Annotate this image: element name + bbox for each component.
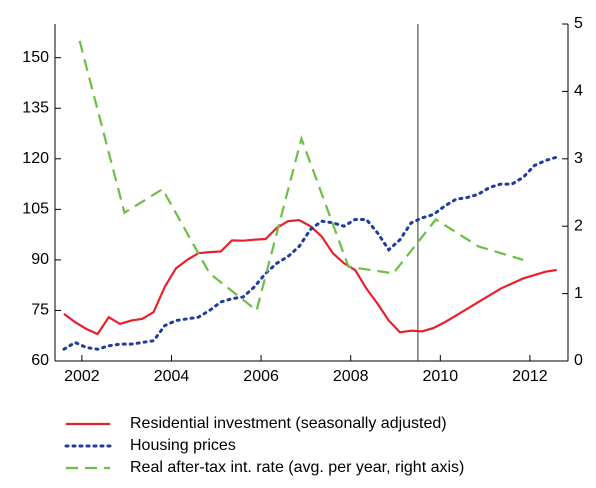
y2-tick-label: 2 bbox=[574, 217, 583, 234]
legend-label: Residential investment (seasonally adjus… bbox=[130, 415, 447, 432]
y2-tick-label: 4 bbox=[574, 83, 583, 100]
y-tick-label: 90 bbox=[31, 251, 49, 268]
x-tick-label: 2012 bbox=[512, 368, 548, 385]
legend-label: Housing prices bbox=[130, 437, 236, 454]
y-tick-label: 60 bbox=[31, 352, 49, 369]
y2-tick-label: 1 bbox=[574, 285, 583, 302]
x-tick-label: 2006 bbox=[243, 368, 279, 385]
x-tick-label: 2002 bbox=[64, 368, 100, 385]
y-tick-label: 150 bbox=[22, 49, 49, 66]
series-line bbox=[78, 40, 524, 313]
y-tick-label: 120 bbox=[22, 150, 49, 167]
series-line bbox=[63, 219, 557, 336]
y2-tick-label: 0 bbox=[574, 352, 583, 369]
x-tick-label: 2010 bbox=[423, 368, 459, 385]
y2-tick-label: 3 bbox=[574, 150, 583, 167]
series-line bbox=[62, 155, 559, 351]
legend-label: Real after-tax int. rate (avg. per year,… bbox=[130, 459, 464, 476]
y2-tick-label: 5 bbox=[574, 15, 583, 32]
y-tick-label: 135 bbox=[22, 99, 49, 116]
x-tick-label: 2004 bbox=[154, 368, 190, 385]
y-tick-label: 75 bbox=[31, 302, 49, 319]
x-tick-label: 2008 bbox=[333, 368, 369, 385]
y-tick-label: 105 bbox=[22, 201, 49, 218]
